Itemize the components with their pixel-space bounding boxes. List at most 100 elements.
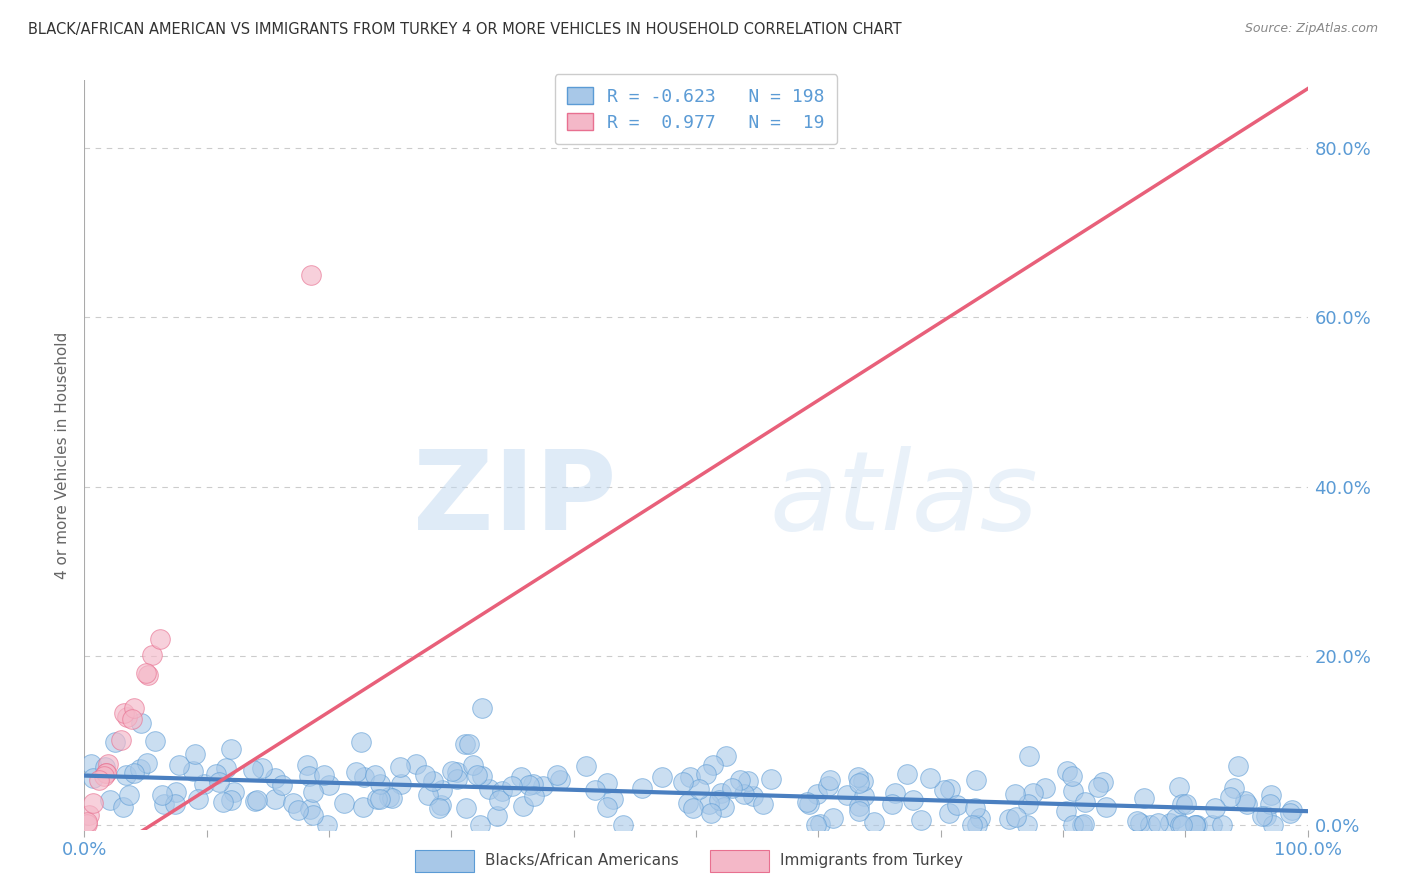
Point [298, 769, 321, 783]
Point [389, 777, 412, 791]
Point [1254, 809, 1277, 823]
Point [759, 772, 782, 787]
Point [215, 761, 238, 775]
Point [110, 733, 132, 747]
Point [370, 777, 392, 791]
Point [80, 757, 103, 772]
Point [702, 758, 724, 772]
Point [96, 765, 118, 780]
Point [463, 758, 485, 772]
Point [468, 818, 491, 832]
Point [1074, 795, 1097, 809]
Point [150, 788, 173, 802]
Point [413, 768, 436, 782]
Point [631, 781, 654, 796]
Point [946, 798, 969, 813]
Point [583, 783, 606, 797]
Point [242, 763, 264, 777]
Point [368, 792, 391, 806]
Point [1062, 784, 1084, 798]
Point [721, 780, 744, 795]
Point [1073, 817, 1095, 831]
Point [122, 766, 145, 780]
Point [522, 777, 544, 791]
Point [901, 792, 924, 806]
Text: atlas: atlas [769, 446, 1038, 553]
Point [1060, 769, 1083, 783]
Point [1250, 809, 1272, 823]
Point [1170, 818, 1192, 832]
Point [98, 793, 121, 807]
Text: Blacks/African Americans: Blacks/African Americans [485, 853, 679, 868]
Point [752, 797, 775, 812]
Point [422, 773, 444, 788]
Point [1056, 764, 1078, 779]
Point [808, 817, 831, 831]
Point [388, 760, 411, 774]
Point [121, 713, 143, 727]
Point [352, 800, 374, 814]
Point [852, 773, 875, 788]
Point [350, 735, 373, 749]
Point [135, 666, 157, 681]
Point [1234, 794, 1257, 808]
Text: ZIP: ZIP [413, 446, 616, 553]
Point [1170, 818, 1192, 832]
Point [1226, 758, 1249, 772]
Point [430, 783, 453, 797]
Point [733, 787, 755, 801]
Point [501, 779, 523, 793]
Point [454, 737, 477, 751]
Point [93, 769, 115, 783]
Point [602, 791, 624, 805]
Point [531, 779, 554, 793]
Point [295, 757, 318, 772]
Point [672, 775, 695, 789]
Point [678, 796, 700, 810]
Point [596, 800, 619, 814]
Point [517, 778, 540, 792]
Point [471, 769, 494, 783]
Point [333, 797, 356, 811]
Point [1126, 814, 1149, 828]
Point [1017, 818, 1039, 832]
Point [1091, 775, 1114, 789]
Point [695, 767, 717, 781]
Point [797, 797, 820, 812]
Point [862, 814, 884, 829]
Point [846, 770, 869, 784]
Point [193, 776, 215, 790]
Point [208, 775, 231, 789]
Point [446, 772, 468, 786]
Point [243, 794, 266, 808]
Point [1018, 748, 1040, 763]
Point [1159, 815, 1181, 830]
Point [299, 802, 322, 816]
Point [250, 761, 273, 775]
Point [835, 789, 858, 803]
Point [128, 763, 150, 777]
Point [1133, 791, 1156, 805]
Point [709, 786, 731, 800]
Point [212, 795, 235, 809]
Point [76, 817, 98, 831]
Point [316, 818, 339, 832]
Point [97, 756, 120, 771]
Point [575, 759, 598, 773]
Point [344, 765, 367, 780]
Point [486, 809, 509, 823]
Point [471, 701, 494, 715]
Point [115, 768, 138, 782]
Text: Immigrants from Turkey: Immigrants from Turkey [780, 853, 963, 868]
Point [1146, 815, 1168, 830]
Point [1260, 797, 1282, 811]
Point [1129, 816, 1152, 830]
Point [112, 706, 135, 720]
Point [716, 749, 738, 764]
Point [94, 765, 117, 780]
Point [299, 268, 322, 282]
Point [966, 818, 988, 832]
Point [848, 804, 870, 818]
Point [145, 734, 167, 748]
Point [287, 803, 309, 817]
